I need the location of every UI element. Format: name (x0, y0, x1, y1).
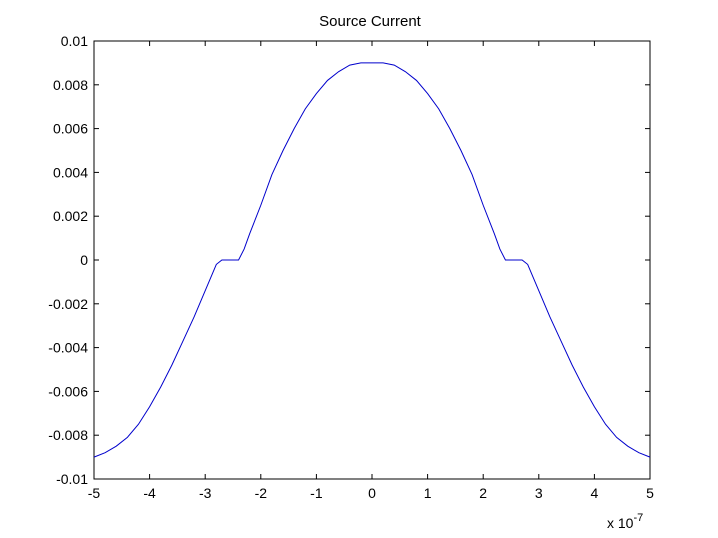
x-tick-label: 0 (368, 485, 376, 501)
x-multiplier-label: x 10-7 (607, 512, 643, 531)
y-tick-label: 0.01 (61, 33, 88, 49)
y-tick-label: 0.002 (53, 208, 88, 224)
y-tick-label: 0.004 (53, 164, 88, 180)
y-tick-label: -0.002 (48, 296, 88, 312)
x-tick-label: 5 (646, 485, 654, 501)
y-tick-label: -0.004 (48, 340, 88, 356)
y-tick-label: -0.006 (48, 383, 88, 399)
x-tick-label: 1 (424, 485, 432, 501)
x-tick-label: -3 (199, 485, 212, 501)
y-tick-label: 0.008 (53, 77, 88, 93)
y-axis: 0.01 0.008 0.006 0.004 0.002 0 -0.002 -0.004 -0.… (48, 33, 650, 487)
y-tick-label: 0 (80, 252, 88, 268)
x-tick-label: -1 (310, 485, 323, 501)
x-tick-label: -5 (88, 485, 101, 501)
y-tick-label: -0.008 (48, 427, 88, 443)
x-tick-label: -2 (255, 485, 268, 501)
y-tick-label: 0.006 (53, 121, 88, 137)
chart-title: Source Current (319, 13, 422, 30)
x-multiplier-exponent: -7 (633, 512, 643, 524)
series-line (93, 62, 651, 458)
x-axis: -5 -4 -3 -2 -1 0 1 2 3 4 5 (88, 41, 654, 501)
plot-area (93, 40, 651, 480)
x-tick-label: -4 (143, 485, 156, 501)
x-tick-label: 3 (535, 485, 543, 501)
x-tick-label: 4 (591, 485, 599, 501)
y-tick-label: -0.01 (56, 471, 88, 487)
x-multiplier-base: x 10 (607, 515, 634, 531)
x-tick-label: 2 (479, 485, 487, 501)
